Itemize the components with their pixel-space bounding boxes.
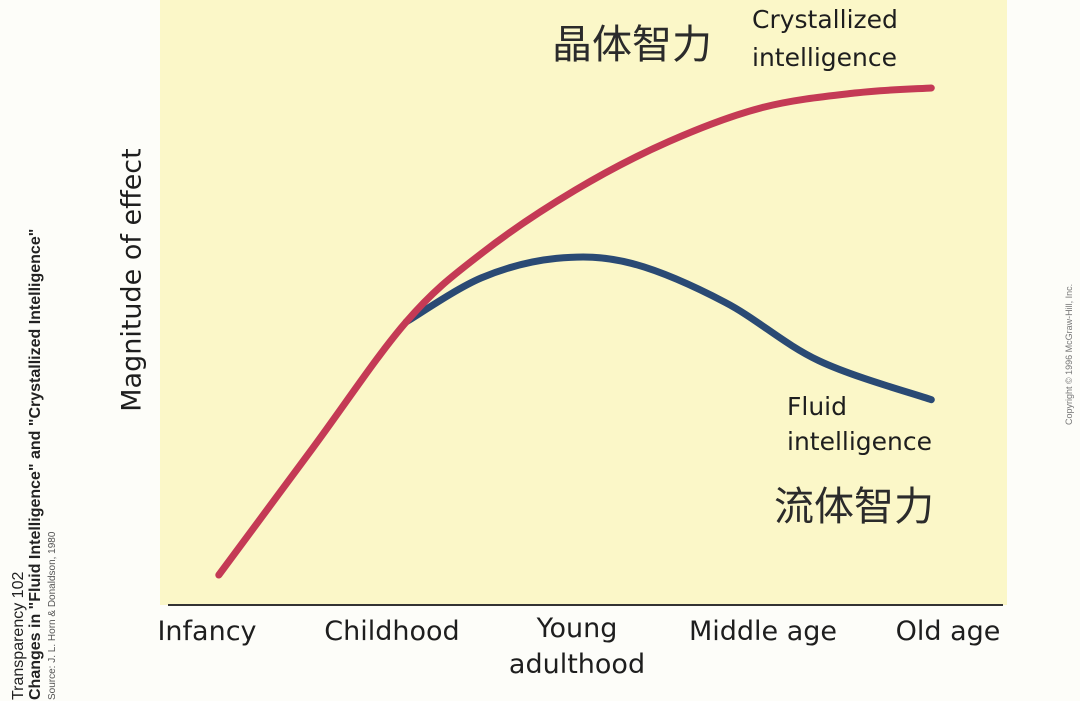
transparency-number: Transparency 102	[10, 571, 27, 700]
series-layer	[215, 84, 935, 579]
plot-background	[160, 0, 1007, 605]
x-tick-label: Childhood	[324, 616, 459, 647]
fluid-intelligence-line	[402, 253, 935, 404]
transparency-source: Source: J. L. Horn & Donaldson, 1980	[47, 531, 58, 700]
crystallized-label: Crystallized intelligence	[752, 5, 906, 72]
x-tick-labels: Infancy Childhood Young adulthood Middle age…	[157, 613, 1000, 680]
fluid-label-line1: Fluid	[787, 392, 847, 421]
x-tick-label: Old age	[896, 616, 1001, 647]
fluid-label: Fluid intelligence	[787, 392, 932, 456]
fluid-label-cn: 流体智力	[774, 484, 934, 530]
x-tick-label: Infancy	[157, 616, 256, 647]
fluid-label-line2: intelligence	[787, 427, 932, 456]
copyright-note: Copyright © 1996 McGraw-Hill, Inc.	[1064, 283, 1074, 425]
x-tick-label: Middle age	[689, 616, 837, 647]
crystallized-intelligence-line	[215, 84, 935, 579]
crystallized-label-line2: intelligence	[752, 43, 897, 72]
transparency-title: Changes in "Fluid Intelligence" and "Cry…	[27, 228, 44, 700]
crystallized-label-cn: 晶体智力	[552, 22, 712, 68]
x-tick-label: Young adulthood	[509, 613, 645, 680]
y-axis-label: Magnitude of effect	[116, 148, 148, 412]
transparency-caption: Transparency 102 Changes in "Fluid Intel…	[10, 229, 61, 700]
crystallized-label-line1: Crystallized	[752, 5, 898, 34]
